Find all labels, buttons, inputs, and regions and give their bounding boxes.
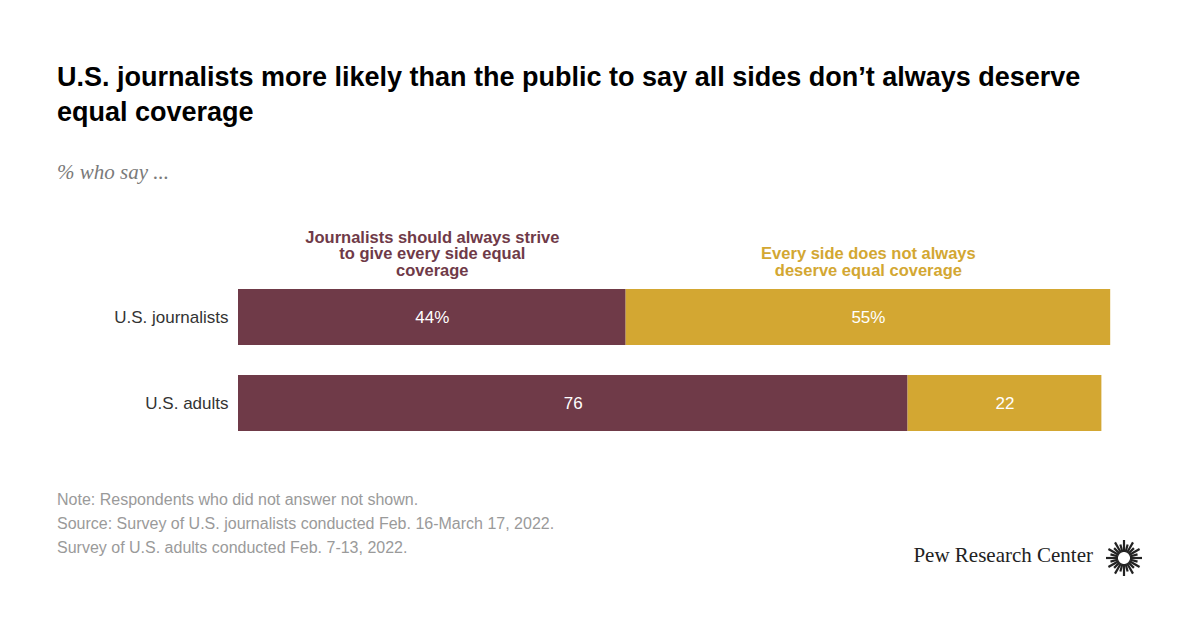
svg-text:55%: 55% xyxy=(851,308,885,327)
svg-text:U.S. adults: U.S. adults xyxy=(145,394,228,413)
svg-text:22: 22 xyxy=(996,394,1015,413)
svg-text:44%: 44% xyxy=(415,308,449,327)
svg-text:U.S. journalists: U.S. journalists xyxy=(114,308,228,327)
html-text:Source: Survey of U.S. journal: Source: Survey of U.S. journalists condu… xyxy=(57,515,555,532)
svg-text:Every side does not alwaysdese: Every side does not alwaysdeserve equal … xyxy=(761,244,976,279)
svg-text:Journalists should always stri: Journalists should always striveto give … xyxy=(305,228,559,279)
svg-text:76: 76 xyxy=(564,394,583,413)
html-text:Survey of U.S. adults conducte: Survey of U.S. adults conducted Feb. 7-1… xyxy=(57,539,408,556)
html-text:Pew Research Center: Pew Research Center xyxy=(913,543,1093,567)
html-text:Note: Respondents who did not: Note: Respondents who did not answer not… xyxy=(57,491,419,508)
html-text:U.S. journalists more likely t: U.S. journalists more likely than the pu… xyxy=(57,62,1081,127)
html-text:% who say ...: % who say ... xyxy=(57,160,169,184)
